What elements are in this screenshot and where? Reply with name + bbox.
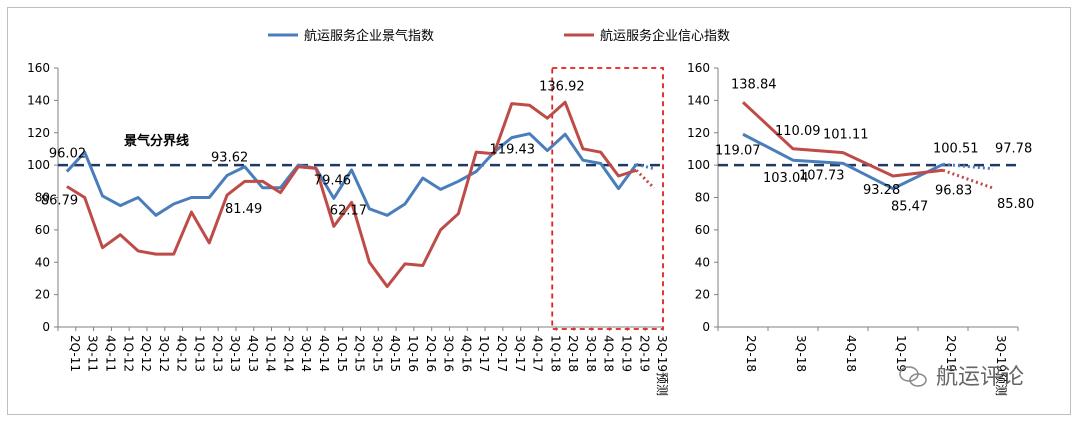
x-tick-label: 4Q-17 (531, 335, 545, 372)
x-tick-label: 1Q-12 (121, 335, 135, 372)
data-label: 119.43 (490, 143, 536, 158)
x-tick-label: 1Q-15 (335, 335, 349, 372)
data-label: 119.07 (715, 143, 761, 158)
y-tick-label: 60 (35, 223, 50, 237)
x-tick-label: 2Q-18 (744, 335, 758, 372)
y-tick-label: 80 (35, 191, 50, 205)
y-tick-label: 140 (687, 93, 710, 107)
series-line-prosperity (65, 132, 638, 217)
data-label: 136.92 (539, 79, 585, 94)
series-line-confidence (741, 101, 944, 178)
data-label: 96.83 (935, 183, 972, 198)
series-projection-prosperity (635, 162, 655, 171)
x-tick-label: 1Q-19 (620, 335, 634, 372)
y-tick-label: 0 (42, 320, 50, 334)
y-tick-label: 140 (27, 93, 50, 107)
data-label: 81.49 (225, 202, 262, 217)
x-tick-label: 1Q-14 (264, 335, 278, 372)
y-tick-label: 20 (695, 288, 710, 302)
series-projection-confidence (942, 168, 994, 190)
x-tick-label: 1Q-13 (192, 335, 206, 372)
x-tick-label: 4Q-12 (175, 335, 189, 372)
legend: 航运服务企业景气指数 航运服务企业信心指数 (268, 28, 730, 44)
series-line-prosperity (742, 132, 944, 191)
x-tick-label: 3Q-14 (299, 335, 313, 372)
y-tick-label: 160 (27, 61, 50, 75)
x-tick-label: 3Q-19预测 (655, 335, 669, 396)
series-projection-prosperity (942, 162, 994, 171)
x-tick-label: 2Q-19 (944, 335, 958, 372)
y-tick-label: 80 (695, 191, 710, 205)
x-tick-label: 4Q-14 (317, 335, 331, 372)
x-tick-label: 4Q-15 (388, 335, 402, 372)
boundary-label: 景气分界线 (124, 133, 189, 149)
data-label: 97.78 (995, 142, 1032, 157)
data-label: 138.84 (731, 77, 777, 92)
x-tick-label: 3Q-18 (584, 335, 598, 372)
y-tick-label: 100 (27, 158, 50, 172)
y-tick-label: 120 (27, 126, 50, 140)
data-label: 93.28 (863, 183, 900, 198)
series-line-confidence (66, 100, 637, 289)
x-tick-label: 2Q-15 (353, 335, 367, 372)
x-tick-label: 4Q-13 (246, 335, 260, 372)
data-label: 110.09 (775, 124, 821, 139)
watermark-text: 航运评论 (936, 365, 1024, 390)
y-tick-label: 40 (695, 255, 710, 269)
y-tick-label: 120 (687, 126, 710, 140)
data-label: 85.47 (891, 200, 928, 215)
x-tick-label: 4Q-18 (602, 335, 616, 372)
watermark: 航运评论 (899, 365, 1024, 390)
data-label: 96.02 (49, 147, 86, 162)
y-tick-label: 40 (35, 255, 50, 269)
x-tick-label: 2Q-16 (424, 335, 438, 372)
x-tick-label: 2Q-18 (566, 335, 580, 372)
y-tick-label: 160 (687, 61, 710, 75)
x-tick-label: 3Q-16 (442, 335, 456, 372)
data-label: 85.80 (997, 197, 1034, 212)
data-label: 86.79 (41, 194, 78, 209)
x-tick-label: 2Q-14 (281, 335, 295, 372)
legend-label-series2: 航运服务企业信心指数 (600, 28, 730, 44)
x-tick-label: 2Q-13 (210, 335, 224, 372)
legend-label-series1: 航运服务企业景气指数 (304, 28, 434, 44)
x-tick-label: 3Q-18 (794, 335, 808, 372)
x-tick-label: 2Q-12 (139, 335, 153, 372)
y-tick-label: 100 (687, 158, 710, 172)
x-tick-label: 2Q-17 (495, 335, 509, 372)
x-tick-label: 3Q-13 (228, 335, 242, 372)
x-tick-label: 3Q-12 (157, 335, 171, 372)
highlight-box (551, 67, 664, 330)
x-tick-label: 1Q-19 (894, 335, 908, 372)
x-tick-label: 4Q-18 (844, 335, 858, 372)
series-projection-confidence (635, 169, 656, 190)
figure-frame (7, 7, 1071, 415)
x-tick-label: 3Q-17 (513, 335, 527, 372)
data-label: 101.11 (823, 128, 869, 143)
x-tick-label: 1Q-17 (477, 335, 491, 372)
x-tick-label: 4Q-16 (459, 335, 473, 372)
wechat-icon (899, 366, 927, 387)
y-tick-label: 60 (695, 223, 710, 237)
x-tick-label: 2Q-19 (637, 335, 651, 372)
x-tick-label: 2Q-11 (68, 335, 82, 372)
left-chart: 0 20 40 60 80 100 120 140 160 2Q-11 3Q-11 4Q-11 1Q-1… (27, 61, 669, 396)
data-label: 103.04 (763, 171, 809, 186)
right-chart: 0 20 40 60 80 100 120 140 160 2Q-18 3Q-18 4Q-18 1Q-1… (687, 61, 1034, 396)
x-tick-label: 1Q-18 (548, 335, 562, 372)
y-tick-label: 20 (35, 288, 50, 302)
x-tick-label: 3Q-19预测 (994, 335, 1008, 396)
x-tick-label: 3Q-15 (370, 335, 384, 372)
data-label: 79.46 (314, 173, 351, 188)
data-label: 100.51 (933, 141, 979, 156)
y-tick-label: 0 (702, 320, 710, 334)
x-tick-label: 3Q-11 (86, 335, 100, 372)
x-tick-label: 1Q-16 (406, 335, 420, 372)
x-tick-label: 4Q-11 (103, 335, 117, 372)
data-label: 93.62 (211, 150, 248, 165)
data-label: 107.73 (799, 168, 845, 183)
data-label: 62.17 (330, 203, 367, 218)
